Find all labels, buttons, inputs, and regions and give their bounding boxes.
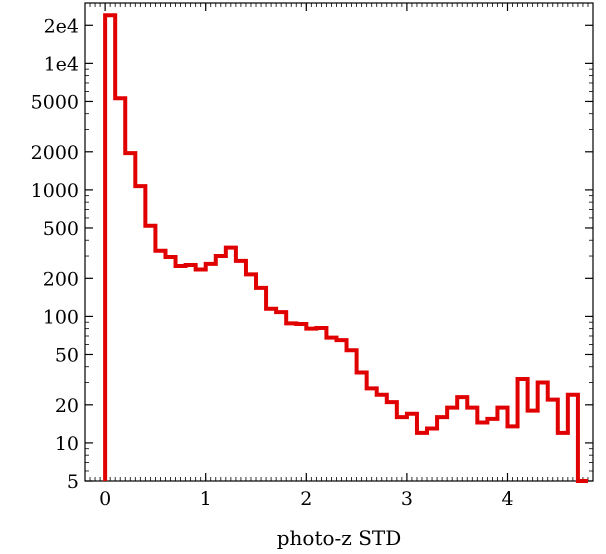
y-tick-label: 100 bbox=[43, 306, 79, 328]
y-tick-label: 20 bbox=[55, 395, 79, 417]
x-tick-label: 4 bbox=[501, 488, 513, 510]
y-tick-label: 1e4 bbox=[44, 53, 79, 75]
y-tick-label: 50 bbox=[55, 344, 79, 366]
y-tick-label: 200 bbox=[43, 268, 79, 290]
x-axis-label: photo-z STD bbox=[277, 526, 402, 550]
histogram-series bbox=[103, 13, 588, 483]
y-tick-label: 2000 bbox=[31, 142, 79, 164]
y-tick-label: 1000 bbox=[31, 180, 79, 202]
plot-frame bbox=[84, 2, 594, 482]
x-tick-label: 0 bbox=[99, 488, 111, 510]
y-tick-label: 2e4 bbox=[44, 15, 79, 37]
y-axis-ticks: 5 10 20 50 100 200 500 1000 2000 5000 1e4 2e4 bbox=[31, 15, 593, 493]
y-tick-label: 5000 bbox=[31, 91, 79, 113]
y-tick-label: 5 bbox=[67, 471, 79, 493]
x-tick-label: 3 bbox=[401, 488, 413, 510]
x-tick-label: 2 bbox=[300, 488, 312, 510]
y-tick-label: 10 bbox=[55, 433, 79, 455]
x-axis-ticks: 0 1 2 3 4 bbox=[99, 3, 514, 510]
y-tick-label: 500 bbox=[43, 218, 79, 240]
x-tick-label: 1 bbox=[200, 488, 212, 510]
